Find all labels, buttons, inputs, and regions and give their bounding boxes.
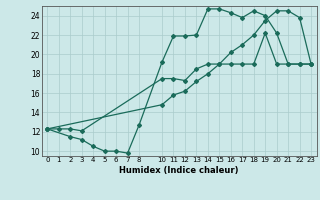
X-axis label: Humidex (Indice chaleur): Humidex (Indice chaleur)	[119, 166, 239, 175]
